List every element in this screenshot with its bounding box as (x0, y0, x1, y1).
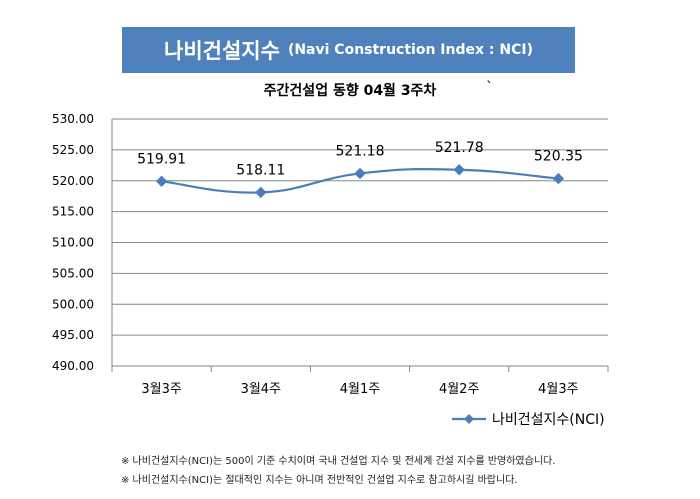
data-point (552, 172, 565, 185)
footnote-2: ※ 나비건설지수(NCI)는 절대적인 지수는 아니며 전반적인 건설업 지수로… (121, 475, 518, 486)
title-banner: 나비건설지수 (Navi Construction Index : NCI) (122, 27, 575, 73)
chart-title: 주간건설업 동향 04월 3주차 (263, 83, 437, 99)
data-label: 518.11 (236, 162, 285, 178)
legend-marker (464, 414, 474, 424)
x-tick-label: 3월3주 (141, 382, 182, 397)
y-tick-label: 520.00 (52, 174, 94, 188)
x-tick-label: 4월1주 (340, 382, 381, 397)
stray-mark: ` (486, 80, 493, 96)
y-tick-label: 500.00 (52, 297, 94, 311)
y-tick-label: 510.00 (52, 236, 94, 250)
y-tick-label: 505.00 (52, 266, 94, 280)
y-tick-label: 530.00 (52, 112, 94, 126)
x-tick-label: 3월4주 (241, 382, 282, 397)
x-tick-label: 4월3주 (538, 382, 579, 397)
data-point (255, 186, 267, 199)
footnotes: ※ 나비건설지수(NCI)는 500이 기준 수치이며 국내 건설업 지수 및 … (121, 452, 555, 490)
y-tick-label: 495.00 (52, 328, 94, 342)
y-tick-label: 490.00 (52, 359, 94, 373)
data-label: 519.91 (137, 151, 186, 167)
y-tick-label: 515.00 (52, 205, 94, 219)
x-tick-label: 4월2주 (439, 382, 480, 397)
data-label: 521.78 (435, 140, 484, 156)
footnote-1: ※ 나비건설지수(NCI)는 500이 기준 수치이며 국내 건설업 지수 및 … (121, 456, 556, 467)
data-point (155, 175, 168, 188)
data-point (453, 164, 465, 176)
data-point (354, 167, 366, 180)
y-tick-label: 525.00 (52, 143, 94, 157)
banner-title-en: (Navi Construction Index : NCI) (287, 42, 533, 58)
legend-label: 나비건설지수(NCI) (492, 412, 605, 428)
data-label: 521.18 (336, 143, 385, 159)
banner-title: 나비건설지수 (164, 39, 280, 63)
data-label: 520.35 (534, 149, 583, 165)
